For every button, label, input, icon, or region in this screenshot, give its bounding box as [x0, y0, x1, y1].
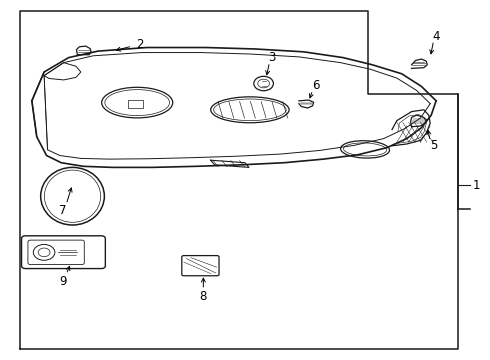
Text: 9: 9: [59, 275, 67, 288]
Text: 6: 6: [312, 79, 320, 92]
Text: 8: 8: [199, 291, 207, 303]
Text: 7: 7: [59, 204, 67, 217]
Text: 2: 2: [136, 39, 144, 51]
Bar: [128, 100, 143, 108]
Text: 1: 1: [473, 179, 480, 192]
Text: 3: 3: [268, 51, 276, 64]
Text: 5: 5: [430, 139, 438, 152]
Text: 4: 4: [432, 30, 440, 42]
